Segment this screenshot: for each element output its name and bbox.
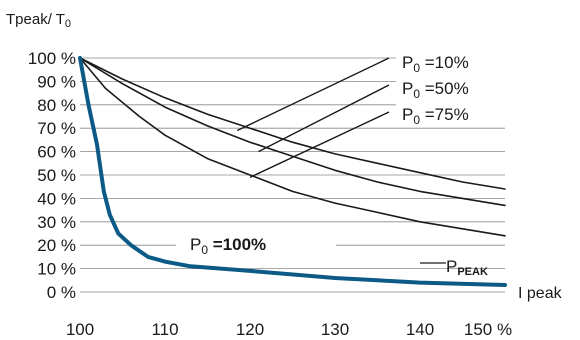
x-tick-label: 110 [151,320,178,339]
peak-annotation: PPEAK [446,257,488,278]
y-tick-label: 20 % [37,236,76,255]
y-tick-label: 80 % [37,96,76,115]
x-tick-label: 120 [236,320,264,339]
series-label-bg [396,76,508,100]
y-tick-label: 30 % [37,213,76,232]
series-line [79,57,506,207]
series-leader-lines [236,57,390,178]
leader-line [249,111,390,178]
y-tick-label: 70 % [37,119,76,138]
series-label: P0 =50% [402,79,469,101]
leader-line [236,57,390,132]
series-label-bg [176,230,336,256]
series-line [79,57,506,237]
series-label: P0 =75% [402,105,469,127]
leader-line [258,84,390,153]
y-tick-label: 40 % [37,189,76,208]
series-line [79,57,506,190]
series-labels: P0 =10% P0 =50% P0 =75% P0 =100% [176,50,508,264]
y-tick-label: 0 % [47,283,76,302]
y-tick-labels: 100 % 90 % 80 % 70 % 60 % 50 % 40 % 30 % 20 % 10 … [28,49,76,302]
x-tick-label: 130 [321,320,349,339]
y-tick-label: 90 % [37,72,76,91]
x-tick-labels: 100 110 120 130 140 150 % [66,320,512,339]
series-layer [78,56,507,287]
x-axis-label: I peak [518,285,563,302]
y-tick-label: 100 % [28,49,76,68]
series-label-bg [396,50,508,74]
x-tick-label: 140 [406,320,434,339]
series-line [78,56,507,287]
y-tick-label: 50 % [37,166,76,185]
series-label: P0 =100% [190,235,266,257]
y-tick-label: 60 % [37,143,76,162]
series-label-bg [396,102,508,126]
x-tick-label: 150 % [464,320,512,339]
series-label: P0 =10% [402,53,469,75]
y-tick-label: 10 % [37,260,76,279]
x-tick-label: 100 [66,320,94,339]
y-axis-label: Tpeak/ T0 [6,11,71,30]
